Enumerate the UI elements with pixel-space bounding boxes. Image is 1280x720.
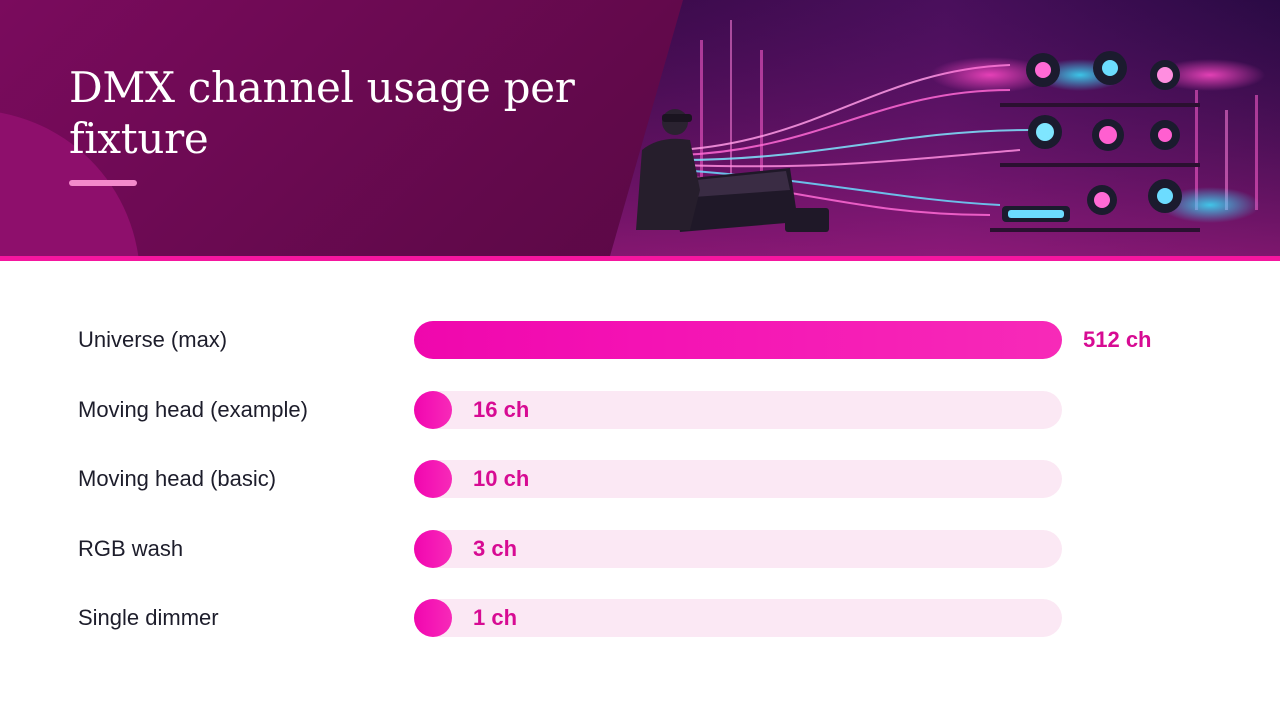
header-banner: DMX channel usage per fixture <box>0 0 1280 256</box>
bar-category-label: Moving head (example) <box>78 396 308 422</box>
bar-track <box>414 599 1062 637</box>
bar-fill <box>414 599 452 637</box>
bar-track <box>414 460 1062 498</box>
bar-value-label: 512 ch <box>1083 327 1152 352</box>
stage-lighting-illustration <box>610 0 1280 256</box>
moving-head-fixtures <box>1002 51 1182 222</box>
bar-value-label: 10 ch <box>473 466 530 491</box>
bar-category-label: Universe (max) <box>78 327 228 352</box>
bar-value-label: 3 ch <box>473 535 518 561</box>
bar-track <box>414 529 1062 568</box>
bar-fill <box>414 390 452 429</box>
header-accent-line <box>0 256 1280 261</box>
bar-category-label: RGB wash <box>78 535 184 561</box>
bar-value-label: 1 ch <box>473 605 518 630</box>
lighting-console-operator <box>636 109 829 232</box>
bar-track <box>414 390 1062 429</box>
bar-category-label: Single dimmer <box>78 605 219 630</box>
title-underline <box>69 180 137 186</box>
bar-fill <box>414 321 1062 359</box>
page-title: DMX channel usage per fixture <box>69 63 575 163</box>
bar-fill <box>414 529 452 568</box>
bar-value-label: 16 ch <box>473 396 530 422</box>
bar-category-label: Moving head (basic) <box>78 466 277 491</box>
channel-usage-bar-chart: Universe (max) 512 ch Moving head (example… <box>0 300 1280 680</box>
bar-fill <box>414 460 452 498</box>
